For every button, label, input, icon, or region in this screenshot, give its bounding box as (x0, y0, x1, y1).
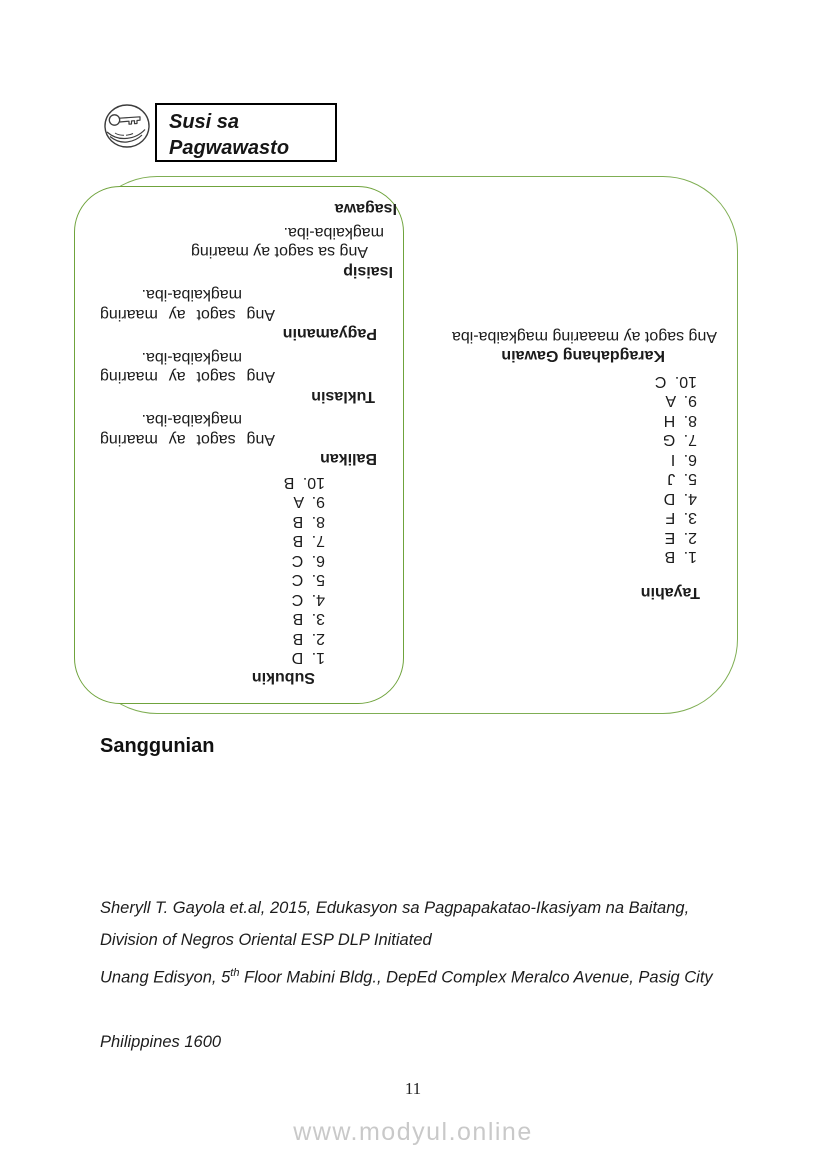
answer-item: 4. C (291, 591, 325, 608)
answer-key-title-line2: Pagwawasto (169, 137, 290, 159)
answer-item: 4. D (663, 490, 697, 507)
subukin-heading: Subukin (251, 669, 315, 686)
answer-item: 1. B (664, 548, 697, 566)
reference-line1: Sheryll T. Gayola et.al, 2015, Edukasyon… (100, 899, 690, 917)
pagyamanin-note-line2: magkaiba-iba. (141, 286, 243, 304)
key-in-hand-icon (101, 103, 153, 151)
answer-item: 10. B (283, 474, 325, 491)
tuklasin-note-line2: magkaiba-iba. (141, 349, 243, 366)
answer-key-inner-box: Subukin 1. D 2. B 3. B 4. C 5. C 6. C 7.… (74, 186, 404, 704)
balikan-note-line2: magkaiba-iba. (141, 411, 243, 429)
page-number: 11 (404, 1079, 422, 1098)
answer-item: 7. G (662, 431, 697, 449)
answer-item: 9. A (293, 493, 325, 511)
answer-key-title-box: Susi sa Pagwawasto (155, 103, 337, 162)
tuklasin-heading: Tuklasin (311, 388, 375, 405)
tayahin-note: Ang sagot ay maaaring magkaiba-iba (451, 328, 717, 345)
spacer (397, 567, 717, 583)
answer-item: 8. B (292, 513, 325, 530)
answer-item: 6. I (670, 451, 697, 468)
pagyamanin-heading: Pagyamanin (282, 325, 377, 343)
answer-item: 8. H (663, 412, 697, 429)
answer-key-rotated-area: Tayahin 1. B 2. E 3. F 4. D 5. J 6. I 7.… (74, 173, 738, 714)
reference-line2: Unang Edisyon, 5th Floor Mabini Bldg., D… (100, 963, 780, 989)
tayahin-heading: Tayahin (640, 584, 700, 601)
answer-item: 5. J (667, 470, 697, 488)
pagyamanin-note-line1: Ang sagot ay maaring (100, 306, 275, 323)
answer-item: 2. E (664, 529, 697, 546)
answer-item: 2. B (292, 630, 325, 647)
isaisip-note-line1: Ang sa sagot ay maaring (191, 243, 368, 261)
sanggunian-heading: Sanggunian (100, 735, 215, 757)
watermark: www.modyul.online (293, 1118, 533, 1146)
answer-item: 6. C (291, 552, 325, 569)
karagdahang-gawain-heading: Karagdahang Gawain (501, 347, 665, 365)
reference-line3: Philippines 1600 (100, 1032, 222, 1051)
tayahin-column: Tayahin 1. B 2. E 3. F 4. D 5. J 6. I 7.… (397, 327, 717, 603)
balikan-heading: Balikan (320, 450, 377, 468)
answer-item: 1. D (291, 649, 325, 667)
reference-line2-post: Floor Mabini Bldg., DepEd Complex Meralc… (239, 968, 713, 986)
tuklasin-note-line1: Ang sagot ay maaring (100, 368, 275, 386)
answer-item: 5. C (291, 571, 325, 589)
isaisip-note-line2: magkaiba-iba. (283, 224, 385, 241)
answer-item: 3. B (292, 610, 325, 628)
answer-item: 7. B (292, 532, 325, 550)
isaisip-heading: Isaisip (343, 263, 393, 280)
answer-key-title-line1: Susi sa (169, 111, 240, 133)
balikan-note-line1: Ang sagot ay maaring (100, 431, 275, 448)
reference-line2-pre: Unang Edisyon, 5 (100, 968, 231, 986)
ordinal-superscript: th (230, 966, 240, 979)
reference-block: Sheryll T. Gayola et.al, 2015, Edukasyon… (100, 855, 780, 1096)
isagawa-heading: Isagawa (334, 200, 397, 218)
answer-item: 10. C (654, 373, 697, 390)
division-credit-line: Division of Negros Oriental ESP DLP Init… (100, 931, 432, 949)
answer-item: 9. A (665, 392, 697, 410)
answer-item: 3. F (665, 509, 697, 527)
